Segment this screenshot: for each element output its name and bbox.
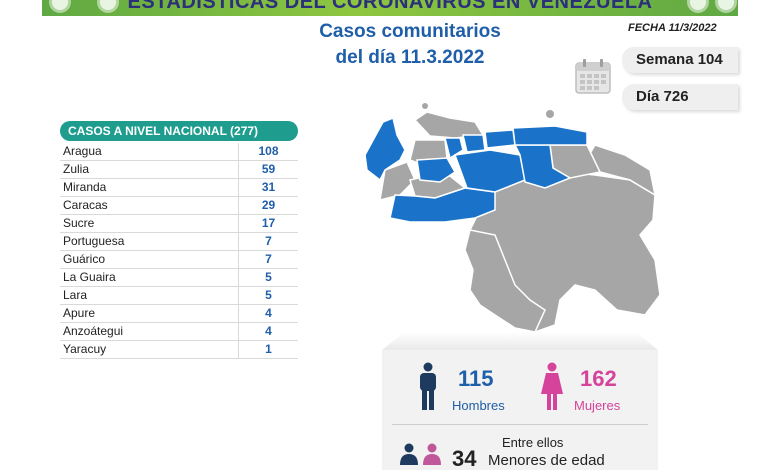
virus-icon [100,0,116,10]
table-row: Portuguesa 7 [60,233,298,251]
page-title-line1: Casos comunitarios [319,21,501,42]
state-cases: 108 [238,143,298,160]
map-region-anzoategui [513,144,572,189]
banner-title: ESTADÍSTICAS DEL CORONAVIRUS EN VENEZUEL… [127,0,653,13]
state-cases: 7 [238,251,298,268]
state-cases: 17 [238,215,298,232]
state-name: Miranda [63,180,107,194]
state-name: Guárico [63,252,106,266]
table-row: Apure 4 [60,305,298,323]
map-region-amazonas [464,229,546,333]
state-cases: 29 [238,197,298,214]
man-icon [420,362,436,410]
table-row: Caracas 29 [60,197,298,215]
state-cases: 5 [238,269,298,286]
national-cases-header: CASOS A NIVEL NACIONAL (277) [60,121,298,141]
state-name: La Guaira [63,270,116,284]
men-count: 115 [458,366,494,391]
map-region-falcon [413,111,485,139]
week-badge: Semana 104 [622,47,738,73]
calendar-icon [575,59,611,94]
state-name: Portuguesa [63,234,125,248]
map-region-zulia [364,116,406,182]
men-label: Hombres [452,398,505,413]
table-row: Aragua 108 [60,143,298,161]
state-cases: 31 [238,179,298,196]
top-banner: ESTADÍSTICAS DEL CORONAVIRUS EN VENEZUEL… [42,0,738,16]
map-region-sucre [512,125,588,146]
state-name: Aragua [63,144,102,158]
woman-icon [541,362,563,410]
minors-count: 34 [452,446,477,471]
table-row: La Guaira 5 [60,269,298,287]
state-name: Anzoátegui [63,324,124,338]
state-cases: 4 [238,323,298,340]
state-cases: 59 [238,161,298,178]
stats-divider [392,424,648,425]
venezuela-map [364,103,661,333]
page-title-line2: del día 11.3.2022 [335,47,485,68]
stats-box-top [382,332,658,350]
state-name: Caracas [63,198,108,212]
table-row: Zulia 59 [60,161,298,179]
table-row: Anzoátegui 4 [60,323,298,341]
cases-table: Aragua 108 Zulia 59 Miranda 31 Caracas 29 Su… [60,143,298,359]
minors-label: Menores de edad [488,452,605,469]
among-them-label: Entre ellos [502,435,564,450]
state-name: Apure [63,306,96,320]
map-region-andes [379,161,416,202]
state-name: Zulia [63,162,90,176]
women-label: Mujeres [574,398,621,413]
minors-icon [400,443,441,465]
day-badge: Día 726 [622,84,738,110]
table-row: Lara 5 [60,287,298,305]
virus-icon [52,0,68,10]
table-row: Guárico 7 [60,251,298,269]
state-cases: 7 [238,233,298,250]
map-region-miranda [484,129,516,149]
state-name: Yaracuy [63,342,107,356]
map-region-apure [389,187,496,223]
virus-icon [718,0,734,10]
women-count: 162 [580,366,617,391]
state-name: Lara [63,288,88,302]
virus-icon [690,0,706,10]
state-cases: 4 [238,305,298,322]
map-region-yaracuy [444,137,464,160]
map-region-island [422,103,428,109]
date-label: FECHA 11/3/2022 [628,22,717,34]
map-region-portuguesa [416,157,456,183]
map-region-margarita [546,110,554,118]
map-region-aragua [462,134,486,153]
table-row: Yaracuy 1 [60,341,298,359]
table-row: Sucre 17 [60,215,298,233]
state-cases: 5 [238,287,298,304]
state-name: Sucre [63,216,95,230]
state-cases: 1 [238,341,298,358]
table-row: Miranda 31 [60,179,298,197]
